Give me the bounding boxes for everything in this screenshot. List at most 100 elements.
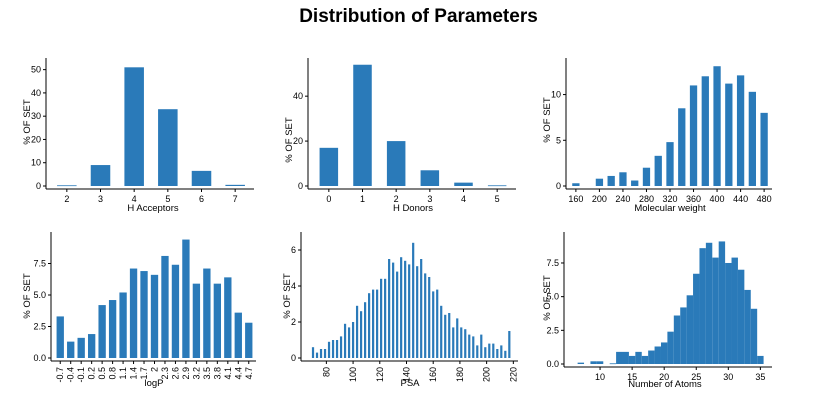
x-tick-label: 2.9 — [181, 367, 191, 380]
x-tick-label: 80 — [321, 367, 331, 377]
bar — [460, 327, 463, 358]
x-tick-label: 10 — [595, 372, 605, 382]
bar — [355, 305, 359, 358]
bar — [619, 172, 627, 186]
bar — [56, 316, 64, 358]
bar — [87, 334, 96, 358]
y-tick-label: 2 — [291, 317, 296, 327]
x-tick-label: 160 — [428, 367, 438, 382]
y-axis-title: % OF SET — [282, 273, 293, 319]
x-tick-label: 3 — [98, 194, 103, 204]
x-tick-label: -0.7 — [55, 367, 65, 383]
x-tick-label: 4.7 — [244, 367, 254, 380]
x-tick-label: 440 — [733, 194, 748, 204]
bar — [642, 167, 651, 186]
bar — [689, 85, 698, 186]
bar — [673, 315, 681, 364]
bar — [496, 349, 499, 358]
bar — [678, 108, 686, 186]
bar — [464, 329, 467, 358]
y-tick-label: 0 — [556, 181, 561, 191]
bar — [323, 349, 327, 358]
y-tick-label: 50 — [31, 65, 41, 75]
bar — [654, 346, 661, 364]
bar — [744, 289, 751, 364]
bar — [213, 283, 222, 358]
y-tick-label: 5.0 — [546, 292, 559, 302]
y-tick-label: 6 — [291, 245, 296, 255]
bar — [468, 334, 471, 358]
x-tick-label: 0.5 — [97, 367, 107, 380]
bar — [484, 347, 487, 358]
bar — [129, 268, 138, 358]
bar — [311, 347, 315, 358]
y-tick-label: 40 — [293, 91, 303, 101]
x-tick-label: 4.4 — [233, 367, 243, 380]
bar — [315, 352, 319, 358]
bar — [347, 327, 351, 358]
bar — [736, 75, 745, 186]
y-tick-label: 0.0 — [33, 353, 46, 363]
x-axis-title: PSA — [400, 378, 420, 389]
bar — [191, 170, 212, 186]
y-tick-label: 10 — [31, 158, 41, 168]
bar — [631, 180, 639, 186]
chart-panel-2: 0 20 40 0 1 2 3 4 5 H Donors % OF SET — [284, 58, 516, 214]
bar — [718, 241, 726, 364]
bar — [376, 289, 379, 358]
bar — [119, 292, 127, 358]
bar — [448, 313, 451, 358]
x-tick-label: 4.1 — [223, 367, 233, 380]
bar — [500, 345, 503, 358]
y-tick-label: 0.0 — [546, 359, 559, 369]
bar — [713, 66, 721, 186]
bar — [628, 355, 636, 364]
bar — [428, 277, 431, 358]
bar — [607, 175, 615, 186]
bar — [748, 91, 756, 186]
bar — [701, 76, 709, 186]
x-tick-label: 2 — [394, 194, 399, 204]
bar — [725, 262, 732, 364]
bar — [454, 182, 473, 186]
bar — [488, 343, 491, 358]
bar — [234, 312, 242, 358]
x-axis-title: logP — [144, 378, 163, 389]
x-tick-label: 240 — [615, 194, 630, 204]
x-tick-label: 5 — [495, 194, 500, 204]
bar — [424, 273, 427, 358]
y-tick-label: 20 — [31, 134, 41, 144]
bar — [140, 271, 148, 358]
y-tick-label: 4 — [291, 281, 296, 291]
x-tick-label: 200 — [482, 367, 492, 382]
y-tick-label: 40 — [31, 88, 41, 98]
bar — [508, 331, 511, 358]
bar — [339, 336, 343, 358]
y-tick-label: 7.5 — [33, 259, 46, 269]
bar — [353, 64, 372, 186]
x-tick-label: 0 — [326, 194, 331, 204]
bar — [372, 289, 375, 358]
bar — [705, 242, 713, 364]
y-tick-label: 10 — [551, 90, 561, 100]
bar — [596, 361, 604, 364]
bar — [635, 351, 642, 364]
x-tick-label: 3.5 — [202, 367, 212, 380]
x-tick-label: 1.7 — [139, 367, 149, 380]
bar — [335, 340, 339, 358]
bar — [319, 349, 323, 358]
bar — [331, 340, 335, 358]
bar — [686, 295, 694, 364]
y-tick-label: 7.5 — [546, 258, 559, 268]
bar — [124, 67, 144, 186]
bar — [641, 355, 649, 364]
y-tick-label: 2.5 — [546, 325, 559, 335]
x-tick-label: 2.6 — [170, 367, 180, 380]
x-tick-label: 1.4 — [129, 367, 139, 380]
x-axis-title: Number of Atoms — [628, 379, 702, 390]
bar — [90, 165, 111, 186]
bar — [380, 278, 383, 358]
x-axis-title: Molecular weight — [634, 203, 706, 214]
bar — [386, 141, 406, 186]
